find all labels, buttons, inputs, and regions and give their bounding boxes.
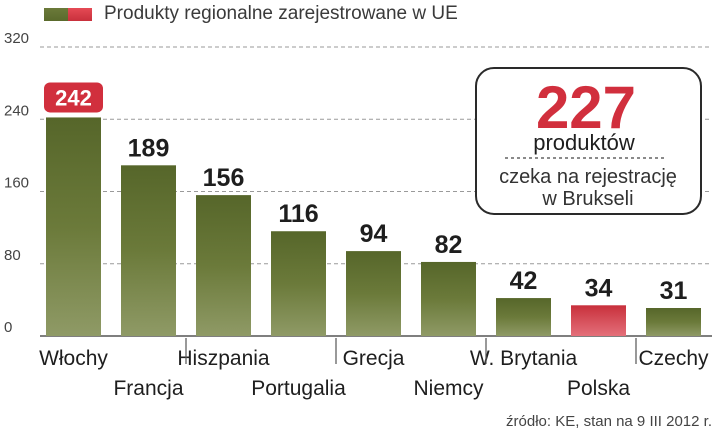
- y-tick-label: 80: [4, 247, 21, 264]
- bar-czechy: [646, 308, 701, 336]
- category-label: Polska: [567, 377, 630, 400]
- callout-number: 227: [536, 74, 636, 141]
- y-tick-label: 240: [4, 102, 29, 119]
- y-tick-label: 0: [4, 319, 12, 336]
- value-label-badge: [44, 82, 103, 113]
- legend-swatch-green: [44, 7, 68, 21]
- bar-w-brytania: [496, 298, 551, 336]
- callout-box: [475, 67, 702, 215]
- category-label: Portugalia: [251, 377, 346, 400]
- bar-w-ochy: [46, 117, 101, 336]
- bar-francja: [121, 165, 176, 336]
- callout-line3: w Brukseli: [541, 188, 633, 210]
- y-tick-label: 320: [4, 30, 29, 47]
- category-label: Grecja: [343, 347, 405, 370]
- value-label: 42: [510, 267, 538, 295]
- source-note: źródło: KE, stan na 9 III 2012 r.: [506, 413, 712, 430]
- callout-line1: produktów: [533, 130, 635, 155]
- bar-polska: [571, 305, 626, 336]
- legend: Produkty regionalne zarejestrowane w UE: [44, 3, 458, 25]
- legend-swatch-red: [68, 7, 92, 21]
- y-tick-label: 160: [4, 175, 29, 192]
- category-label: Włochy: [39, 347, 108, 370]
- legend-label: Produkty regionalne zarejestrowane w UE: [104, 3, 458, 24]
- value-label: 116: [278, 200, 318, 228]
- value-label: 189: [128, 134, 170, 162]
- category-label: Czechy: [638, 347, 709, 370]
- category-label: W. Brytania: [470, 347, 578, 370]
- bar-portugalia: [271, 231, 326, 336]
- value-label: 34: [585, 274, 613, 302]
- category-label: Hiszpania: [177, 347, 270, 370]
- category-label: Niemcy: [413, 377, 484, 400]
- callout: 227 produktów czeka na rejestrację w Bru…: [475, 67, 702, 215]
- value-label: 94: [360, 220, 388, 248]
- category-label: Francja: [113, 377, 183, 400]
- value-label: 31: [660, 277, 688, 305]
- bar-niemcy: [421, 261, 476, 336]
- bar-grecja: [346, 251, 401, 336]
- bar-hiszpania: [196, 195, 251, 336]
- value-label: 82: [435, 231, 463, 259]
- callout-line2: czeka na rejestrację: [499, 166, 677, 188]
- value-label: 156: [203, 164, 245, 192]
- value-label: 242: [55, 85, 92, 110]
